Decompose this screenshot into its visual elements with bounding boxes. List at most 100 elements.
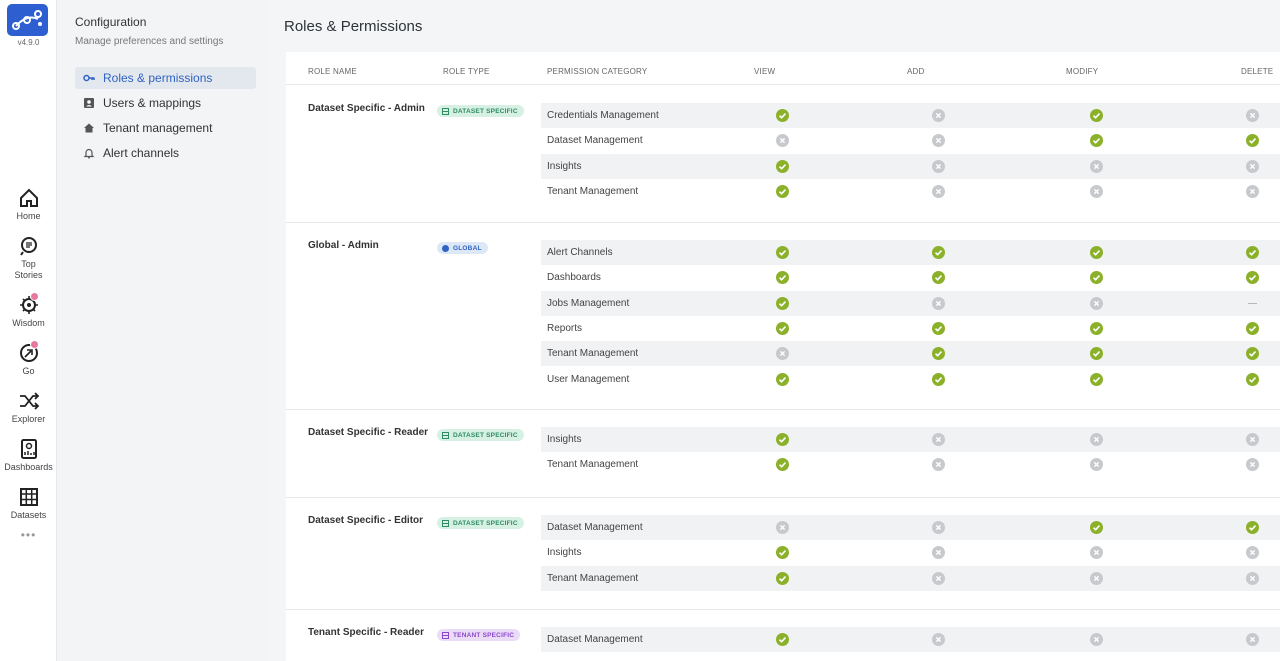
sidebar-item-roles[interactable]: Roles & permissions xyxy=(75,67,256,89)
home-icon xyxy=(19,188,38,207)
permission-category: Credentials Management xyxy=(547,110,659,121)
check-circle-icon xyxy=(776,246,789,259)
x-circle-icon xyxy=(1246,159,1259,173)
col-modify: MODIFY xyxy=(1066,67,1099,76)
check-circle-icon xyxy=(1090,134,1103,148)
dashboards-icon xyxy=(20,439,37,459)
permission-row: User Management xyxy=(541,367,1280,392)
rail-home[interactable]: Home xyxy=(0,187,57,221)
col-role-type: ROLE TYPE xyxy=(443,67,490,76)
x-circle-icon xyxy=(1090,159,1103,173)
user-card-icon xyxy=(84,98,94,108)
check-circle-icon xyxy=(1090,321,1103,335)
sidebar-subtitle: Manage preferences and settings xyxy=(75,36,224,47)
sidebar-item-label: Roles & permissions xyxy=(103,71,213,85)
check-circle-icon xyxy=(1090,372,1103,386)
permission-row: Tenant Management xyxy=(541,565,1280,591)
x-circle-icon xyxy=(1090,433,1103,446)
go-icon xyxy=(19,344,38,362)
app-rail: v4.9.0 Home Top Stories Wisdom Go Explor… xyxy=(0,0,57,661)
role-name[interactable]: Dataset Specific - Editor xyxy=(308,515,424,526)
permission-row: Dashboards xyxy=(541,265,1280,290)
check-circle-icon xyxy=(932,372,945,386)
permission-row: Tenant Management xyxy=(541,341,1280,367)
x-circle-icon xyxy=(932,458,945,472)
role-type-label: GLOBAL xyxy=(453,244,482,252)
x-circle-icon xyxy=(932,633,945,646)
x-circle-icon xyxy=(776,521,789,534)
rail-top-stories[interactable]: Top Stories xyxy=(0,235,57,281)
sidebar-item-label: Users & mappings xyxy=(103,96,202,110)
logo-icon xyxy=(12,10,42,30)
x-circle-icon xyxy=(932,546,945,560)
x-circle-icon xyxy=(1090,458,1103,472)
role-group: Dataset Specific - Admin DATASET SPECIFIC… xyxy=(286,86,1280,223)
rail-wisdom[interactable]: Wisdom xyxy=(0,292,57,328)
x-circle-icon xyxy=(1090,571,1103,585)
permission-category: Insights xyxy=(547,547,582,559)
permission-category: Dashboards xyxy=(547,272,601,284)
table-header: ROLE NAME ROLE TYPE PERMISSION CATEGORY … xyxy=(286,52,1280,85)
rail-home-label: Home xyxy=(16,211,41,221)
rail-dashboards[interactable]: Dashboards xyxy=(0,438,57,472)
permission-row: Jobs Management xyxy=(541,290,1280,316)
permission-row: Dataset Management xyxy=(541,128,1280,153)
bell-icon xyxy=(83,148,95,159)
check-circle-icon xyxy=(1246,271,1259,285)
permission-row: Alert Channels xyxy=(541,240,1280,265)
role-type-label: DATASET SPECIFIC xyxy=(453,519,518,527)
permission-category: Dataset Management xyxy=(547,634,643,645)
permission-row: Credentials Management xyxy=(541,103,1280,128)
check-circle-icon xyxy=(1090,521,1103,534)
role-type-badge: DATASET SPECIFIC xyxy=(437,105,524,117)
role-name[interactable]: Dataset Specific - Reader xyxy=(308,427,429,438)
datasets-icon xyxy=(19,488,38,506)
sidebar-title: Configuration xyxy=(75,15,147,29)
permission-category: Jobs Management xyxy=(547,297,630,309)
rail-top-stories-label: Top Stories xyxy=(14,259,43,280)
grid-icon xyxy=(442,107,449,115)
check-circle-icon xyxy=(1246,321,1259,335)
notification-badge xyxy=(30,340,39,349)
grid-icon xyxy=(442,631,449,639)
role-group: Tenant Specific - Reader TENANT SPECIFIC D… xyxy=(286,610,1280,661)
permission-row: Insights xyxy=(541,540,1280,565)
sidebar-item-tenant[interactable]: Tenant management xyxy=(75,117,256,139)
check-circle-icon xyxy=(776,372,789,386)
check-circle-icon xyxy=(932,347,945,361)
role-type-label: TENANT SPECIFIC xyxy=(453,631,515,639)
x-circle-icon xyxy=(932,296,945,310)
permission-row: Insights xyxy=(541,153,1280,179)
role-name[interactable]: Dataset Specific - Admin xyxy=(308,103,425,114)
check-circle-icon xyxy=(1246,521,1259,534)
check-circle-icon xyxy=(776,296,789,310)
role-name[interactable]: Tenant Specific - Reader xyxy=(308,627,424,638)
x-circle-icon xyxy=(1090,184,1103,198)
rail-go[interactable]: Go xyxy=(0,340,57,376)
permission-category: Insights xyxy=(547,434,582,445)
role-name[interactable]: Global - Admin xyxy=(308,240,379,251)
rail-datasets[interactable]: Datasets xyxy=(0,486,57,520)
x-circle-icon xyxy=(932,521,945,534)
sidebar-item-alerts[interactable]: Alert channels xyxy=(75,142,256,164)
rail-datasets-label: Datasets xyxy=(10,510,47,520)
check-circle-icon xyxy=(1246,347,1259,361)
role-group: Dataset Specific - Editor DATASET SPECIFI… xyxy=(286,498,1280,610)
x-circle-icon xyxy=(932,109,945,122)
sidebar-item-users[interactable]: Users & mappings xyxy=(75,92,256,114)
app-logo[interactable] xyxy=(7,4,48,36)
rail-explorer[interactable]: Explorer xyxy=(0,390,57,424)
permission-row: Dataset Management xyxy=(541,627,1280,652)
permission-category: Dataset Management xyxy=(547,522,643,533)
x-circle-icon xyxy=(932,433,945,446)
permission-category: Dataset Management xyxy=(547,135,643,147)
grid-icon xyxy=(442,519,449,527)
check-circle-icon xyxy=(776,159,789,173)
role-type-badge: GLOBAL xyxy=(437,242,488,254)
x-circle-icon xyxy=(1246,109,1259,122)
rail-explorer-label: Explorer xyxy=(11,414,46,424)
x-circle-icon xyxy=(1090,296,1103,310)
more-menu[interactable]: ••• xyxy=(20,528,37,542)
rail-go-label: Go xyxy=(22,366,35,376)
permission-category: Tenant Management xyxy=(547,185,639,197)
